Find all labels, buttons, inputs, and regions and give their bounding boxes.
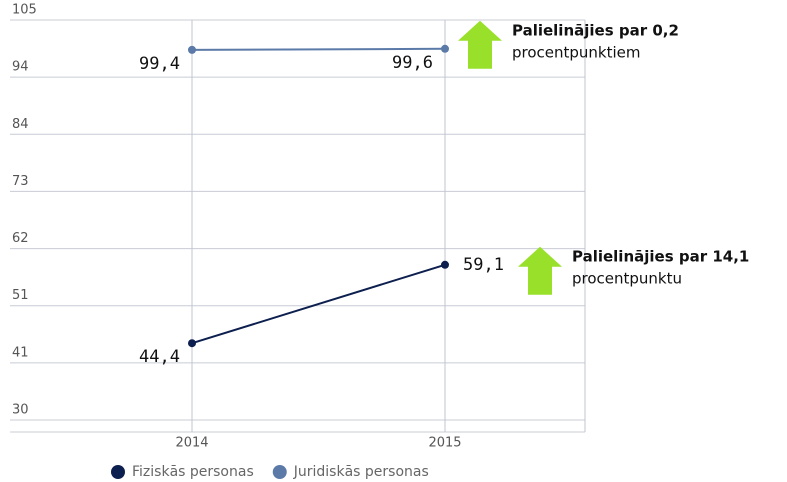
arrow xyxy=(518,246,562,295)
x-tick-label: 2015 xyxy=(428,436,461,451)
annotation: Palielinājies par 0,2 xyxy=(512,21,679,39)
annotation: procentpunktiem xyxy=(512,43,641,61)
data-label: 59,1 xyxy=(463,255,504,275)
annotation: procentpunktu xyxy=(572,269,682,287)
annotation: Palielinājies par 14,1 xyxy=(572,247,749,265)
point xyxy=(188,45,196,54)
arrow xyxy=(458,20,502,69)
y-tick-label: 30 xyxy=(12,403,29,418)
y-tick-label: 51 xyxy=(12,288,29,303)
legend-label: Juridiskās personas xyxy=(293,464,429,480)
x-tick-label: 2014 xyxy=(175,436,208,451)
y-tick-label: 84 xyxy=(12,117,29,132)
y-tick-label: 73 xyxy=(12,174,29,189)
series-line xyxy=(191,47,446,51)
point xyxy=(441,44,449,53)
legend-marker xyxy=(272,465,287,479)
data-label: 44,4 xyxy=(139,347,180,367)
y-tick-label: 62 xyxy=(12,231,29,246)
series-line xyxy=(191,263,446,345)
data-label: 99,4 xyxy=(139,54,180,74)
point xyxy=(441,260,449,269)
y-tick-label: 94 xyxy=(12,60,29,75)
legend-label: Fiziskās personas xyxy=(132,464,254,480)
data-label: 99,6 xyxy=(392,53,433,73)
legend-marker xyxy=(111,465,125,479)
y-tick-label: 105 xyxy=(12,3,37,18)
point xyxy=(188,339,196,348)
y-tick-label: 41 xyxy=(12,345,29,360)
